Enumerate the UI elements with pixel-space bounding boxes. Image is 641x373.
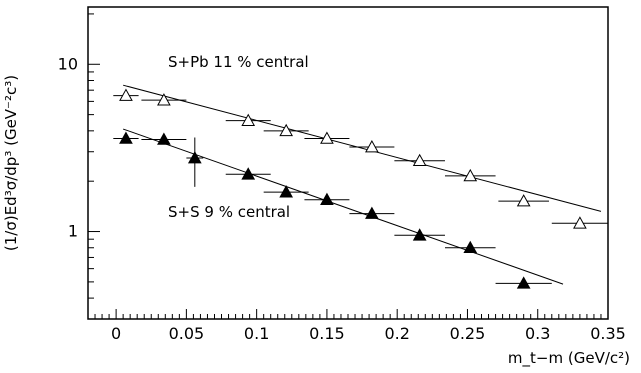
open-triangle-marker	[279, 123, 294, 137]
filled-triangle-marker	[187, 151, 202, 164]
y-tick-label: 1	[68, 222, 78, 241]
filled-triangle-marker	[157, 132, 171, 145]
filled-triangle-marker	[365, 206, 379, 219]
x-tick-label: 0.05	[169, 324, 205, 343]
data-markers	[113, 88, 608, 289]
x-tick-label: 0	[111, 324, 121, 343]
open-triangle-marker	[365, 140, 379, 153]
annotation-ss: S+S 9 % central	[168, 203, 290, 221]
annotation-spb: S+Pb 11 % central	[168, 53, 309, 71]
open-triangle-marker	[573, 216, 587, 229]
y-axis-label: (1/σ)Ed³σ/dp³ (GeV⁻²c³)	[2, 75, 20, 251]
open-triangle-marker	[412, 153, 427, 167]
x-tick-label: 0.1	[244, 324, 269, 343]
open-triangle-marker	[157, 93, 171, 106]
axis-ticks	[88, 13, 609, 320]
open-triangle-marker	[241, 113, 256, 126]
filled-triangle-marker	[320, 192, 334, 206]
filled-triangle-marker	[412, 228, 427, 241]
filled-triangle-marker	[119, 131, 133, 144]
open-triangle-marker	[119, 88, 133, 101]
open-triangle-marker	[463, 168, 478, 182]
open-triangle-marker	[516, 194, 531, 207]
fit-line	[123, 84, 602, 212]
open-triangle-marker	[320, 131, 334, 144]
y-tick-label: 10	[58, 54, 78, 73]
x-tick-label: 0.15	[309, 324, 345, 343]
x-axis-label: m_t−m (GeV/c²)	[508, 349, 630, 368]
filled-triangle-marker	[279, 185, 294, 198]
filled-triangle-marker	[516, 276, 531, 289]
x-tick-label: 0.35	[590, 324, 626, 343]
x-tick-label: 0.25	[450, 324, 486, 343]
filled-triangle-marker	[241, 167, 256, 180]
filled-triangle-marker	[463, 240, 478, 254]
tick-labels: 0 0.05 0.1 0.15 0.2 0.25 0.3 0.35 1 10	[58, 54, 626, 343]
x-tick-label: 0.3	[525, 324, 550, 343]
x-tick-label: 0.2	[384, 324, 409, 343]
